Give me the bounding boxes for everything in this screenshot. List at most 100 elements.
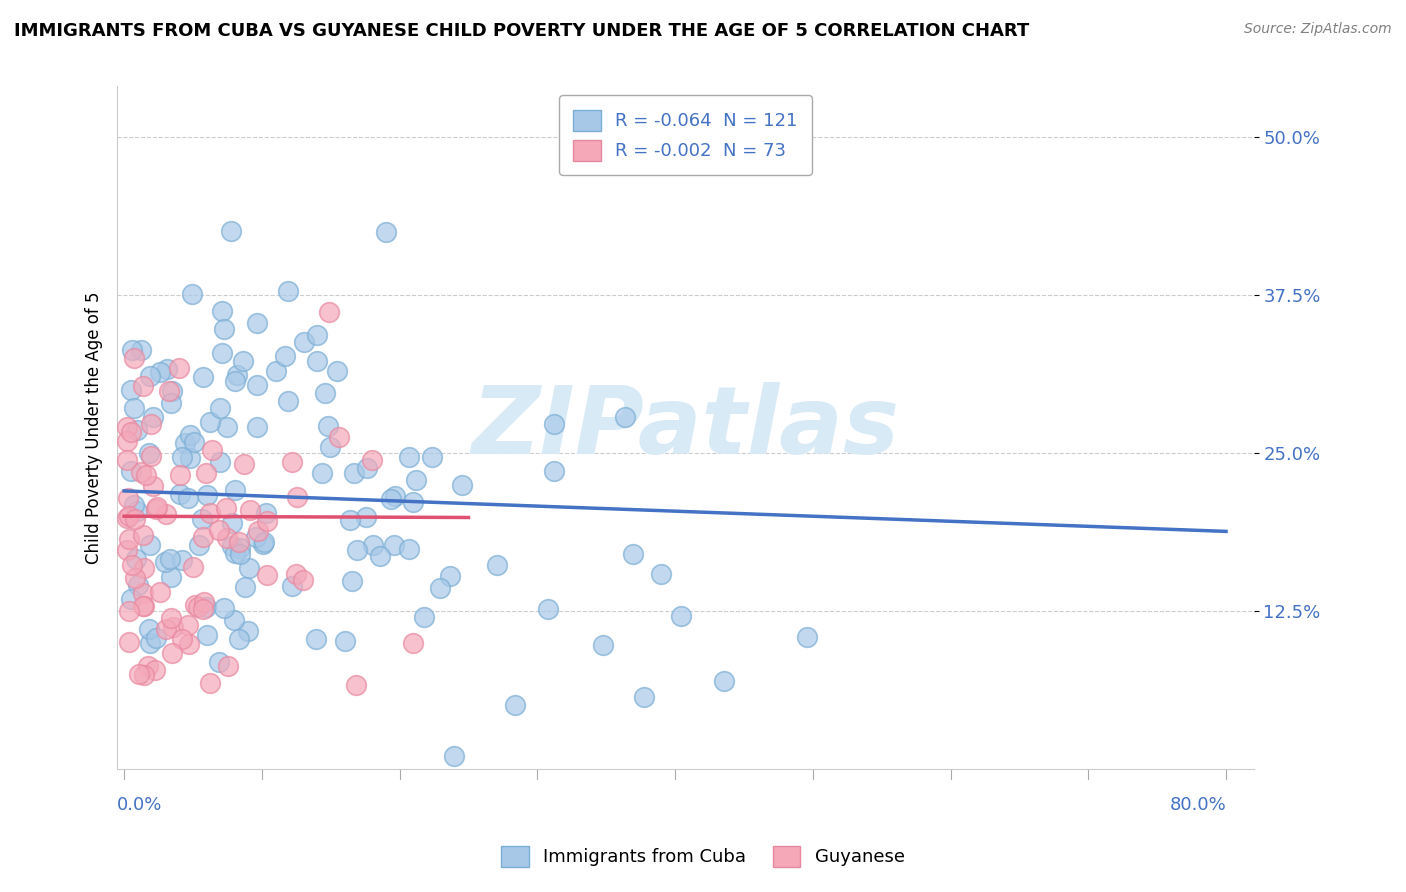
Point [266,364,288,378]
Point [156,362,179,376]
Point [384,489,406,503]
Point [305,353,328,368]
Point [413,609,436,624]
Point [159,552,181,566]
Point [537,602,560,616]
Point [361,537,384,551]
Point [122,498,145,512]
Point [212,321,235,335]
Point [277,284,299,298]
Point [221,516,243,530]
Point [169,487,191,501]
Point [239,503,262,517]
Point [360,453,382,467]
Point [153,555,176,569]
Point [155,623,177,637]
Point [160,384,183,398]
Point [155,507,177,521]
Point [671,608,693,623]
Point [208,655,231,669]
Point [207,524,229,538]
Point [796,630,818,644]
Point [198,415,221,429]
Point [180,286,202,301]
Point [422,450,444,465]
Point [274,350,297,364]
Text: Source: ZipAtlas.com: Source: ZipAtlas.com [1244,22,1392,37]
Y-axis label: Child Poverty Under the Age of 5: Child Poverty Under the Age of 5 [86,292,103,564]
Point [135,468,157,483]
Point [132,668,155,682]
Point [159,611,181,625]
Legend: R = -0.064  N = 121, R = -0.002  N = 73: R = -0.064 N = 121, R = -0.002 N = 73 [560,95,811,175]
Point [486,558,509,573]
Point [120,464,142,478]
Point [138,622,160,636]
Text: 80.0%: 80.0% [1170,797,1226,814]
Point [191,512,214,526]
Point [217,659,239,673]
Point [194,600,217,615]
Point [226,368,249,382]
Point [138,538,160,552]
Point [134,599,156,614]
Point [346,543,368,558]
Point [285,566,308,581]
Point [191,530,214,544]
Point [224,613,246,627]
Point [398,450,420,465]
Point [129,466,152,480]
Point [713,673,735,688]
Point [245,530,267,544]
Point [292,335,315,350]
Point [170,632,193,647]
Point [160,646,183,660]
Point [121,343,143,357]
Text: ZIPatlas: ZIPatlas [471,382,900,474]
Point [169,468,191,483]
Point [139,368,162,383]
Point [139,417,162,432]
Point [209,401,232,416]
Point [184,599,207,613]
Point [145,501,167,516]
Point [142,479,165,493]
Point [277,394,299,409]
Point [380,491,402,506]
Point [305,632,328,647]
Point [633,690,655,705]
Point [256,514,278,528]
Point [215,500,238,515]
Point [117,491,139,506]
Point [224,483,246,497]
Point [177,491,200,505]
Point [125,423,148,437]
Point [356,460,378,475]
Point [343,467,366,481]
Point [232,457,254,471]
Point [127,504,149,518]
Point [375,225,398,239]
Text: IMMIGRANTS FROM CUBA VS GUYANESE CHILD POVERTY UNDER THE AGE OF 5 CORRELATION CH: IMMIGRANTS FROM CUBA VS GUYANESE CHILD P… [14,22,1029,40]
Point [253,535,276,549]
Point [305,328,328,343]
Point [328,430,350,444]
Point [198,506,221,520]
Legend: Immigrants from Cuba, Guyanese: Immigrants from Cuba, Guyanese [494,838,912,874]
Point [211,304,233,318]
Point [128,667,150,681]
Point [281,455,304,469]
Point [405,473,427,487]
Point [118,634,141,648]
Point [292,573,315,587]
Point [120,425,142,439]
Point [221,539,243,553]
Point [149,584,172,599]
Point [246,316,269,330]
Point [138,659,160,673]
Point [443,749,465,764]
Point [503,698,526,713]
Point [115,453,138,467]
Point [201,443,224,458]
Point [402,494,425,508]
